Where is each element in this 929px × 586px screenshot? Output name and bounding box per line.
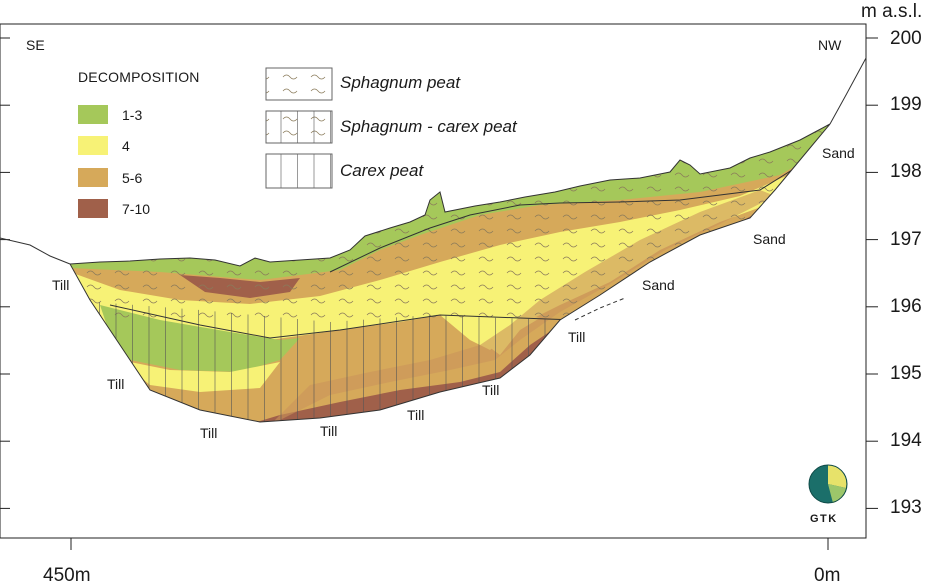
peat-outline [69, 123, 831, 423]
legend-peat-sphagnum: Sphagnum peat [340, 74, 460, 91]
sand-label: Sand [642, 277, 675, 293]
till-label: Till [568, 329, 586, 345]
till-label: Till [52, 277, 70, 293]
boundary-sphagnum-mixed [329, 164, 801, 273]
legend-label-4: 4 [122, 138, 130, 154]
legend-peat-carex-name: Carex [340, 161, 386, 180]
till-label: Till [107, 376, 125, 392]
legend-peat-carex-suffix: peat [385, 161, 424, 180]
ground-surface-nw [829, 57, 867, 125]
till-label: Till [482, 382, 500, 398]
legend-peat-sphagnum-carex-name: Sphagnum - carex [340, 117, 479, 136]
legend-label-1-3: 1-3 [122, 107, 143, 123]
elevation-label-199: 199 [890, 94, 922, 115]
gtk-logo [808, 464, 848, 504]
legend-peat-sphagnum-name: Sphagnum [340, 73, 423, 92]
elevation-label-196: 196 [890, 296, 922, 317]
legend-label-5-6: 5-6 [122, 170, 143, 186]
gtk-logo-text: GTK [810, 513, 838, 525]
till-label: Till [320, 423, 338, 439]
till-label: Till [200, 425, 218, 441]
legend-swatch-7-10 [78, 199, 108, 218]
legend-peat-sphagnum-suffix: peat [422, 73, 461, 92]
legend-pattern-sphagnum-carex-lines [266, 111, 332, 143]
elevation-label-194: 194 [890, 430, 922, 451]
side-label-se: SE [26, 37, 45, 53]
elevation-label-200: 200 [890, 28, 922, 49]
elevation-label-198: 198 [890, 161, 922, 182]
till-label: Till [407, 407, 425, 423]
legend-title: DECOMPOSITION [78, 69, 200, 85]
elevation-label-193: 193 [890, 497, 922, 518]
legend-swatch-4 [78, 136, 108, 155]
sand-label: Sand [822, 145, 855, 161]
legend-peat-carex: Carex peat [340, 162, 423, 179]
legend-peat-sphagnum-carex-suffix: peat [478, 117, 517, 136]
peat-layers [70, 124, 830, 422]
elevation-label-197: 197 [890, 229, 922, 250]
legend-pattern-carex [265, 153, 333, 189]
distance-label-left: 450m [43, 565, 91, 586]
distance-label-right: 0m [814, 565, 841, 586]
legend-swatch-1-3 [78, 105, 108, 124]
legend-swatch-5-6 [78, 168, 108, 187]
legend-peat-sphagnum-carex: Sphagnum - carex peat [340, 118, 517, 135]
sand-label: Sand [753, 231, 786, 247]
legend-pattern-sphagnum [265, 67, 333, 101]
boundary-dashed [574, 297, 626, 321]
distance-ticks [70, 538, 829, 550]
elevation-label-195: 195 [890, 363, 922, 384]
ground-surface-se [0, 237, 71, 265]
legend-label-7-10: 7-10 [122, 201, 151, 217]
unit-label: m a.s.l. [861, 1, 923, 22]
side-label-nw: NW [818, 37, 842, 53]
boundary-sphagnum-carex [109, 304, 576, 339]
elevation-ticks [0, 37, 878, 509]
